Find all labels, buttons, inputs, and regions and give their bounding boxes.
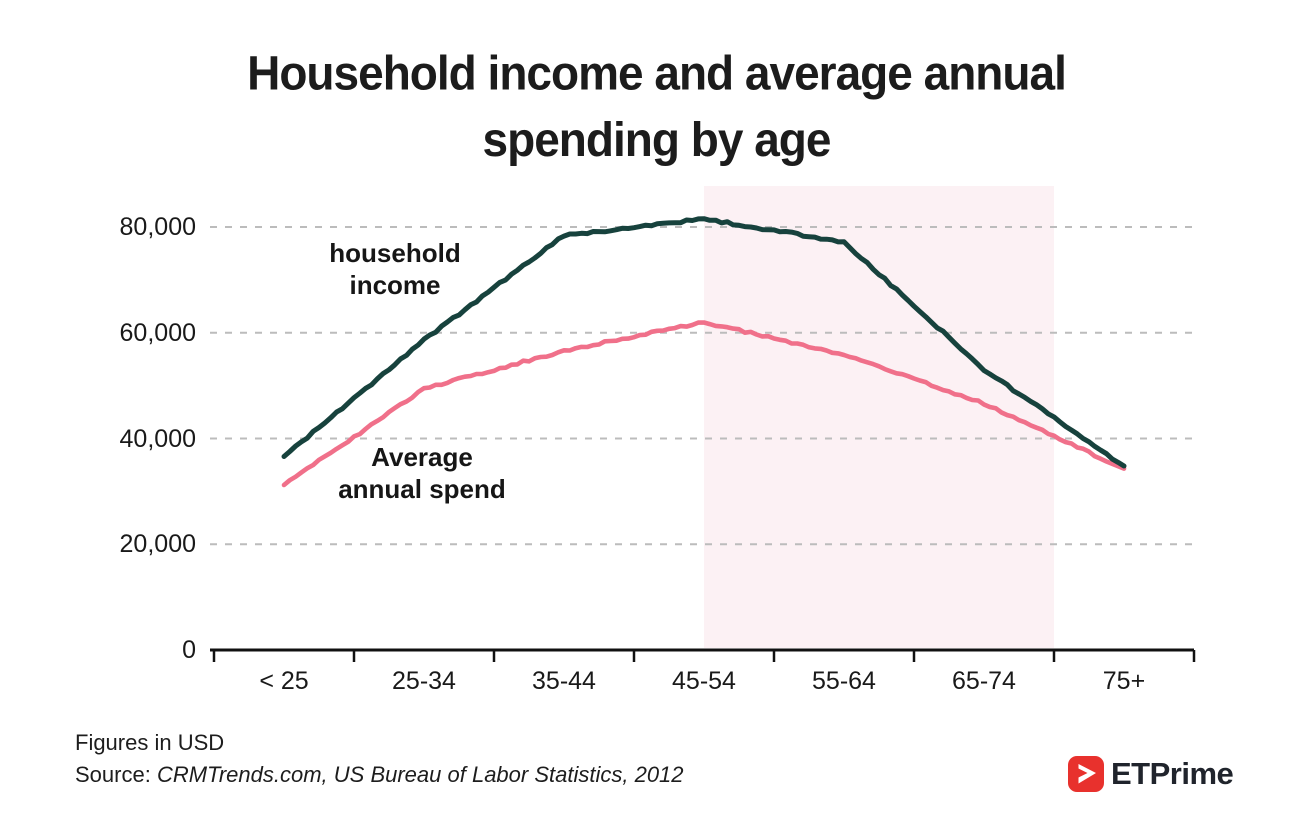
etprime-logo[interactable]: ETPrime (1068, 755, 1234, 793)
footer-source: Source: CRMTrends.com, US Bureau of Labo… (75, 762, 684, 788)
source-text: CRMTrends.com, US Bureau of Labor Statis… (156, 762, 684, 787)
y-axis-label: 0 (182, 636, 196, 664)
chart-title: Household income and average annual spen… (247, 45, 1067, 167)
x-axis-label: < 25 (259, 667, 309, 695)
y-axis-label: 80,000 (119, 213, 196, 241)
y-axis-label: 20,000 (119, 530, 196, 559)
series-label-household-income: household income (280, 237, 510, 301)
series-label-line: income (349, 270, 441, 300)
x-axis-label: 35-44 (532, 667, 596, 695)
y-axis-label: 40,000 (119, 424, 196, 453)
etprime-logo-text: ETPrime (1111, 756, 1234, 791)
series-line-average-annual-spend (281, 320, 1127, 488)
x-axis-label: 25-34 (392, 667, 456, 695)
x-axis-label: 45-54 (672, 667, 736, 695)
series-label-line: Average (371, 442, 473, 472)
series-label-average-annual-spend: Average annual spend (307, 441, 537, 505)
x-axis-label: 75+ (1102, 667, 1146, 695)
series-label-line: annual spend (338, 474, 506, 504)
footer-note: Figures in USD (75, 730, 225, 755)
etprime-play-icon (1068, 756, 1104, 792)
series-label-line: household (329, 238, 461, 268)
x-axis-label: 65-74 (952, 667, 1016, 695)
series-line-household-income (281, 216, 1127, 469)
source-prefix: Source: (75, 762, 157, 787)
highlight-band (704, 186, 1054, 648)
x-axis-label: 55-64 (812, 667, 876, 695)
y-axis-label: 60,000 (119, 318, 196, 347)
